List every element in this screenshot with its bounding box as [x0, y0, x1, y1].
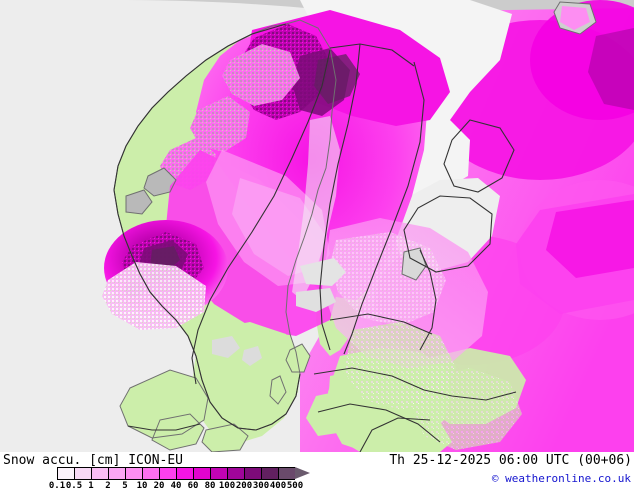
tick-label-20: 20 [153, 481, 165, 490]
snow-speckle-belarus [412, 368, 522, 450]
snow-core-upper-right [588, 28, 634, 110]
tick-label-40: 40 [170, 481, 182, 490]
copyright-label: © weatheronline.co.uk [491, 472, 631, 485]
tick-label-2: 2 [105, 481, 111, 490]
island-snow-topright [560, 6, 590, 30]
island-lofoten [144, 168, 176, 196]
island-gotland [286, 344, 310, 372]
gulf-of-bothnia [292, 116, 340, 300]
island-oland [270, 376, 286, 404]
color-scale-bar[interactable] [57, 467, 310, 480]
color-swatch-3 [108, 467, 125, 480]
color-swatch-8 [193, 467, 210, 480]
color-swatch-4 [125, 467, 142, 480]
tick-label-60: 60 [187, 481, 199, 490]
snow-core-peak-north [314, 54, 360, 104]
country-borders [113, 23, 517, 452]
color-swatch-1 [74, 467, 91, 480]
tick-label-400: 400 [269, 481, 287, 490]
tick-label-500: 500 [286, 481, 304, 490]
color-swatch-12 [261, 467, 278, 480]
tick-label-100: 100 [218, 481, 236, 490]
map-canvas[interactable] [0, 0, 634, 452]
color-swatch-9 [210, 467, 227, 480]
lithuania-land [306, 390, 356, 436]
tick-label-10: 10 [136, 481, 148, 490]
color-swatch-11 [244, 467, 261, 480]
tick-label-5: 5 [122, 481, 128, 490]
color-swatch-7 [176, 467, 193, 480]
color-swatch-0 [57, 467, 74, 480]
lake-peipus [402, 248, 426, 280]
tick-label-80: 80 [204, 481, 216, 490]
snow-core-far-east-2 [546, 200, 634, 278]
snow-accumulation-map[interactable] [0, 0, 634, 452]
parameter-label: Snow accu. [cm] ICON-EU [3, 453, 184, 468]
color-scale-overflow-arrow [295, 467, 310, 479]
color-swatch-13 [278, 467, 295, 480]
valid-time-label: Th 25-12-2025 06:00 UTC (00+06) [389, 453, 632, 468]
gulf-of-riga [296, 288, 336, 312]
color-swatch-6 [159, 467, 176, 480]
island-lofoten-2 [126, 190, 152, 214]
color-scale-ticks: 0.1 0.5 1 2 5 10 20 40 60 80 100 200 300 400 500 [0, 481, 360, 490]
color-swatch-10 [227, 467, 244, 480]
denmark-islands [152, 414, 204, 450]
lake-vattern [242, 346, 262, 366]
coast-speckle-north-2 [190, 96, 250, 152]
tick-label-200: 200 [235, 481, 253, 490]
coast-speckle-north [222, 44, 300, 106]
color-swatch-2 [91, 467, 108, 480]
tick-label-300: 300 [252, 481, 270, 490]
color-swatch-5 [142, 467, 159, 480]
tick-label-0.5: 0.5 [65, 481, 83, 490]
lake-vanern [212, 336, 240, 358]
tick-label-0.1: 0.1 [48, 481, 66, 490]
legend-footer: Snow accu. [cm] ICON-EU Th 25-12-2025 06… [0, 452, 634, 490]
tick-label-1: 1 [88, 481, 94, 490]
gulf-of-finland [300, 258, 346, 286]
